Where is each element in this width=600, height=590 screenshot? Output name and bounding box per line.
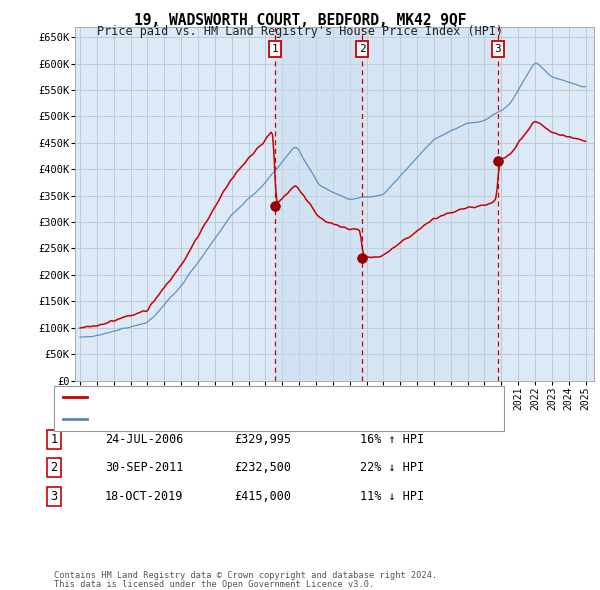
Text: 16% ↑ HPI: 16% ↑ HPI [360,433,424,446]
Bar [362,27,498,381]
Text: £232,500: £232,500 [234,461,291,474]
Text: 1: 1 [271,44,278,54]
Text: 3: 3 [50,490,58,503]
Text: 24-JUL-2006: 24-JUL-2006 [105,433,184,446]
Text: £329,995: £329,995 [234,433,291,446]
Text: 1: 1 [50,433,58,446]
Text: 11% ↓ HPI: 11% ↓ HPI [360,490,424,503]
Text: Contains HM Land Registry data © Crown copyright and database right 2024.: Contains HM Land Registry data © Crown c… [54,571,437,580]
Text: 3: 3 [494,44,501,54]
Text: 19, WADSWORTH COURT, BEDFORD, MK42 9QF (detached house): 19, WADSWORTH COURT, BEDFORD, MK42 9QF (… [92,392,436,402]
Text: 22% ↓ HPI: 22% ↓ HPI [360,461,424,474]
Text: 18-OCT-2019: 18-OCT-2019 [105,490,184,503]
Text: £415,000: £415,000 [234,490,291,503]
Text: This data is licensed under the Open Government Licence v3.0.: This data is licensed under the Open Gov… [54,579,374,589]
Text: 19, WADSWORTH COURT, BEDFORD, MK42 9QF: 19, WADSWORTH COURT, BEDFORD, MK42 9QF [134,13,466,28]
Text: HPI: Average price, detached house, Bedford: HPI: Average price, detached house, Bedf… [92,414,361,424]
Bar [275,27,362,381]
Text: Price paid vs. HM Land Registry's House Price Index (HPI): Price paid vs. HM Land Registry's House … [97,25,503,38]
Text: 30-SEP-2011: 30-SEP-2011 [105,461,184,474]
Text: 2: 2 [50,461,58,474]
Text: 2: 2 [359,44,365,54]
